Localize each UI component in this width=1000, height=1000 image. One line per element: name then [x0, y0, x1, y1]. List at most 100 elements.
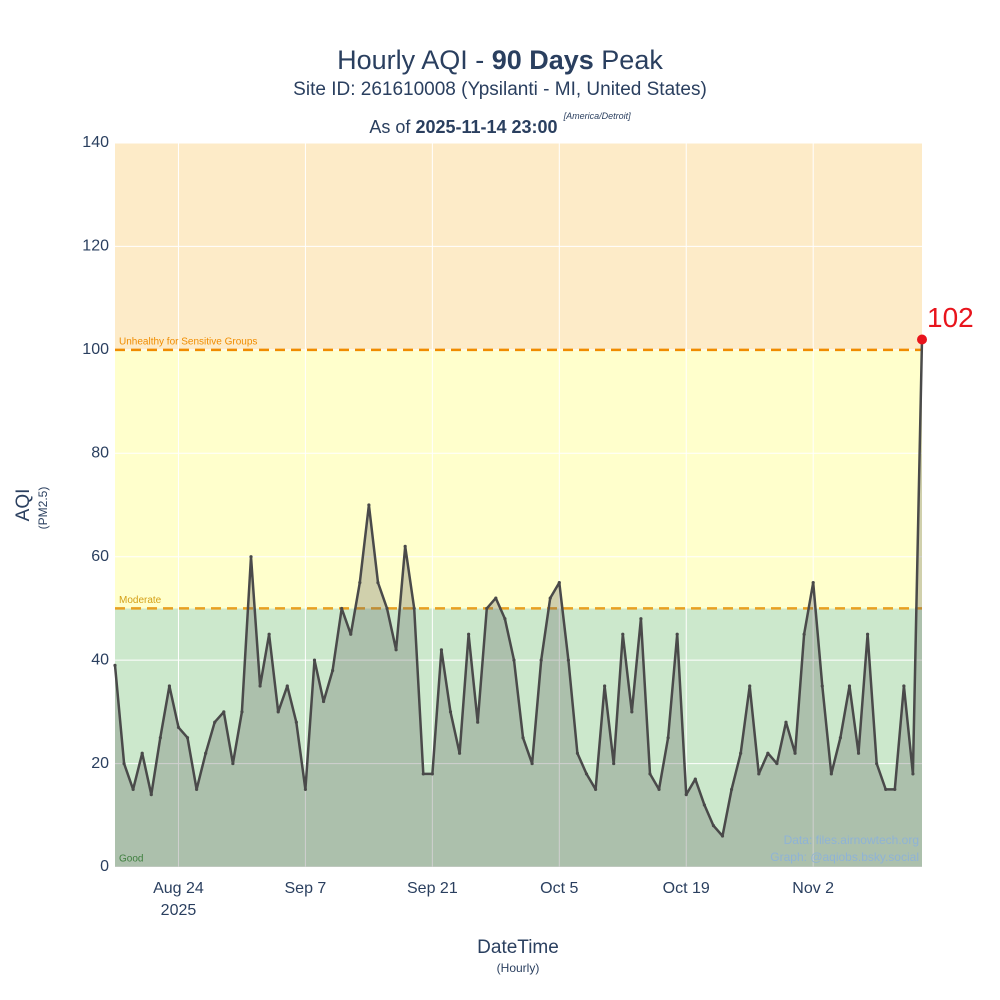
point — [884, 787, 888, 792]
point — [394, 648, 398, 652]
point — [267, 632, 271, 636]
point — [775, 761, 779, 766]
point — [149, 793, 153, 797]
aqi-band — [115, 608, 922, 867]
y-tick-label: 80 — [91, 445, 109, 462]
point — [321, 699, 326, 704]
x-tick-label: Aug 24 — [153, 880, 204, 897]
point — [331, 668, 335, 673]
point — [195, 787, 199, 792]
subtitle: Site ID: 261610008 (Ypsilanti - MI, Unit… — [293, 79, 707, 100]
point — [657, 787, 661, 792]
point — [820, 684, 824, 688]
point — [603, 684, 607, 688]
y-tick-label: 20 — [91, 755, 109, 772]
point — [630, 710, 634, 714]
point — [167, 684, 172, 688]
credit: Graph: @aqiobs.bsky.social — [770, 850, 919, 864]
point — [711, 824, 716, 828]
point — [503, 617, 507, 621]
as-of-part: 2025-11-14 23:00 — [415, 117, 557, 137]
as-of-part: As of — [369, 117, 415, 137]
y-tick-label: 40 — [91, 651, 109, 668]
point — [204, 751, 208, 755]
point — [856, 751, 861, 755]
y-tick-label: 140 — [82, 134, 109, 151]
title-part: 90 Days — [492, 45, 594, 75]
point — [231, 761, 235, 766]
area — [115, 339, 922, 867]
point — [185, 736, 190, 740]
point — [439, 648, 444, 652]
point — [739, 751, 743, 755]
point — [457, 751, 462, 755]
x-tick-label: Nov 2 — [792, 880, 834, 897]
point — [131, 787, 135, 792]
point — [358, 580, 362, 585]
point — [222, 710, 226, 714]
point — [847, 684, 852, 688]
point — [448, 710, 453, 714]
point — [122, 761, 126, 766]
point — [639, 617, 643, 621]
point — [557, 580, 561, 585]
point — [911, 772, 915, 776]
point — [485, 606, 489, 611]
x-tick-label: Oct 19 — [663, 880, 710, 897]
point — [294, 720, 298, 724]
point — [766, 751, 770, 755]
point — [865, 632, 870, 636]
band-label: Unhealthy for Sensitive Groups — [119, 336, 257, 347]
aqi-band — [115, 349, 922, 609]
point — [693, 777, 697, 781]
point — [285, 684, 289, 688]
point — [430, 772, 434, 776]
point — [548, 596, 552, 600]
x-axis-sublabel: (Hourly) — [497, 961, 540, 975]
as-of-part: [America/Detroit] — [563, 111, 632, 121]
point — [176, 725, 181, 729]
point — [240, 710, 244, 714]
band-label: Moderate — [119, 595, 162, 606]
point — [684, 793, 688, 797]
point — [811, 580, 815, 585]
x-year-label: 2025 — [161, 902, 197, 919]
point — [312, 658, 317, 662]
y-tick-label: 60 — [91, 548, 109, 565]
point — [666, 736, 670, 740]
point — [829, 772, 833, 776]
y-axis-sublabel: (PM2.5) — [36, 487, 50, 530]
title-part: Peak — [594, 45, 664, 75]
point — [584, 772, 589, 776]
y-axis-label: AQI — [13, 489, 34, 522]
point — [575, 751, 580, 755]
point — [757, 772, 761, 776]
point — [648, 772, 652, 776]
point — [367, 503, 371, 507]
point — [276, 710, 280, 714]
point — [748, 684, 752, 688]
point — [385, 606, 389, 611]
point — [494, 596, 498, 600]
point — [675, 632, 679, 636]
point — [893, 787, 897, 792]
point — [875, 761, 879, 766]
point — [593, 787, 598, 792]
point — [467, 632, 471, 636]
point — [158, 736, 162, 740]
point — [521, 736, 525, 740]
x-tick-label: Sep 21 — [407, 880, 458, 897]
y-tick-label: 100 — [82, 341, 109, 358]
y-tick-label: 0 — [100, 858, 109, 875]
point — [902, 684, 906, 688]
title-part: Hourly AQI - — [337, 45, 492, 75]
x-tick-label: Oct 5 — [540, 880, 578, 897]
point — [140, 751, 144, 755]
point — [621, 632, 625, 636]
y-tick-label: 120 — [82, 238, 109, 255]
point — [702, 803, 706, 807]
point — [566, 658, 570, 662]
point — [412, 606, 416, 611]
as-of: As of 2025-11-14 23:00 [America/Detroit] — [369, 111, 631, 136]
